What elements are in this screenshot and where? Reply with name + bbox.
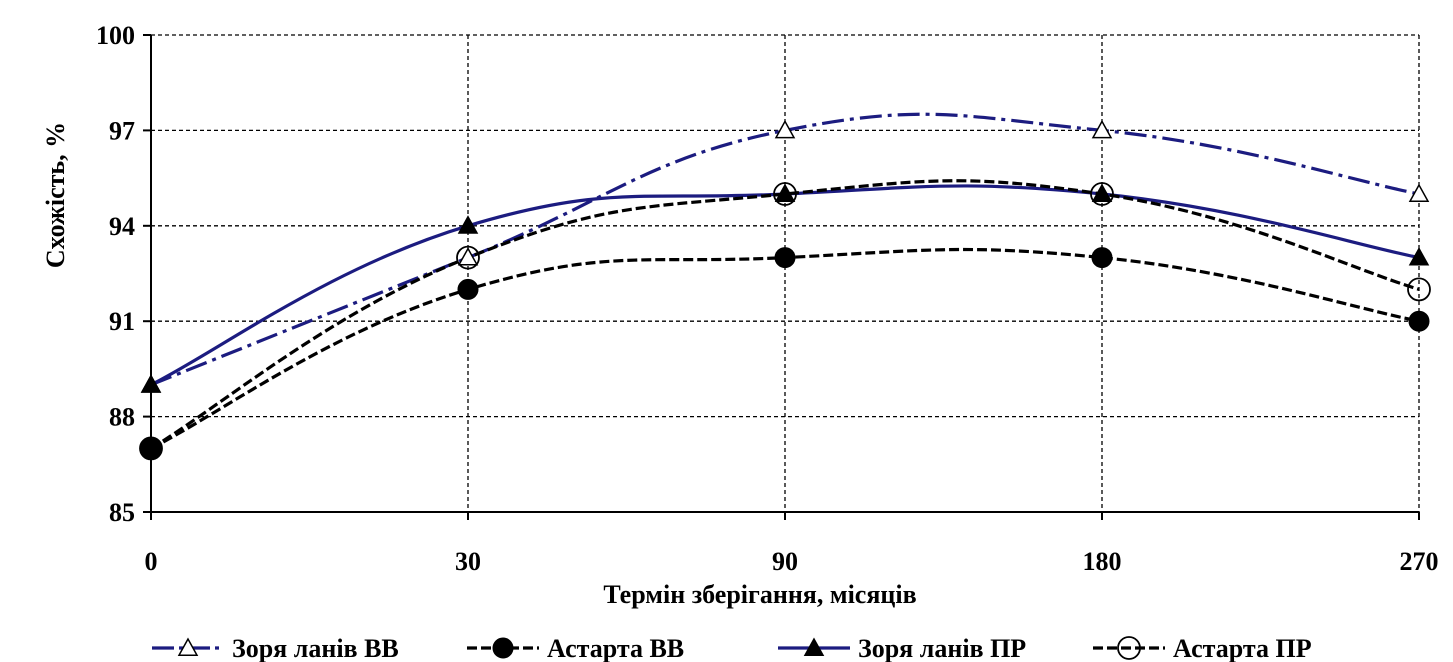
legend-label-1: Астарта ВВ — [547, 634, 684, 662]
legend-label-3: Астарта ПР — [1173, 634, 1312, 662]
y-tick-label: 85 — [109, 498, 135, 527]
data-point-series-3 — [456, 245, 480, 270]
data-point-series-2 — [1091, 183, 1113, 202]
x-tick-label: 180 — [1083, 547, 1122, 576]
legend-label-2: Зоря ланів ПР — [858, 634, 1026, 662]
legend-label-0: Зоря ланів ВВ — [232, 634, 399, 662]
series-line-2 — [150, 184, 1420, 387]
data-point-series-2 — [1408, 247, 1430, 266]
x-tick-label: 0 — [145, 547, 158, 576]
series-markers — [139, 119, 1431, 461]
x-tick-label: 90 — [772, 547, 798, 576]
x-tick-label: 270 — [1400, 547, 1439, 576]
y-tick-labels: 85 88 91 94 97 100 — [96, 21, 135, 527]
data-point-series-0 — [1091, 119, 1113, 139]
data-point-series-0 — [774, 119, 796, 139]
y-tick-label: 100 — [96, 21, 135, 50]
data-point-series-1 — [1091, 247, 1113, 269]
data-point-series-2 — [774, 183, 796, 202]
data-point-series-1 — [1408, 310, 1430, 332]
data-point-series-3 — [1090, 182, 1114, 206]
y-tick-label: 94 — [109, 212, 135, 241]
legend: Зоря ланів ВВ Астарта ВВ Зоря ланів ПР Аста… — [152, 634, 1312, 662]
legend-marker-2 — [803, 637, 825, 656]
x-axis-title: Термін зберігання, місяців — [603, 580, 916, 609]
series-line-1 — [150, 247, 1420, 450]
data-point-series-3 — [1407, 277, 1431, 302]
legend-marker-1 — [492, 637, 514, 659]
data-point-series-0 — [1408, 183, 1430, 202]
data-point-series-3 — [773, 182, 797, 206]
grid — [151, 34, 1420, 513]
data-point-series-0 — [457, 247, 479, 266]
data-point-series-3 — [139, 436, 163, 461]
y-axis-title: Схожість, % — [41, 122, 70, 268]
data-point-series-2 — [457, 215, 479, 234]
legend-marker-0 — [177, 637, 199, 656]
data-point-series-1 — [457, 278, 479, 300]
legend-marker-3 — [1117, 636, 1141, 660]
y-tick-label: 88 — [109, 403, 135, 432]
data-point-series-2 — [140, 374, 162, 393]
y-tick-label: 91 — [109, 307, 135, 336]
axes — [143, 34, 1420, 520]
data-point-series-1 — [774, 247, 796, 269]
x-tick-label: 30 — [455, 547, 481, 576]
y-tick-label: 97 — [109, 116, 135, 145]
data-point-series-1 — [140, 437, 162, 459]
x-tick-labels: 0 30 90 180 270 — [145, 547, 1439, 576]
